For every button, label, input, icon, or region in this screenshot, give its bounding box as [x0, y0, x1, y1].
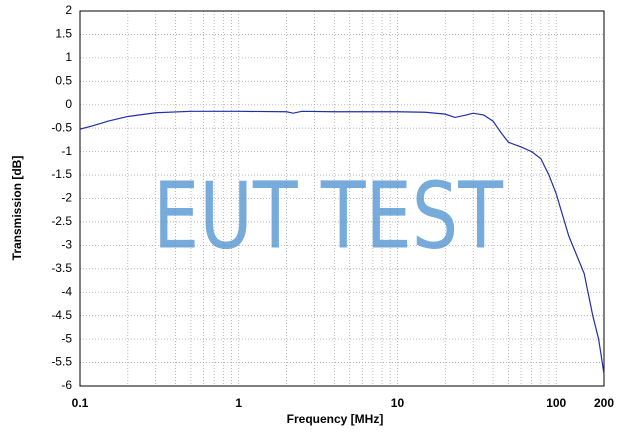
plot-frame — [79, 10, 605, 387]
y-tick-label: -6 — [61, 378, 72, 392]
watermark: EUT TEST — [153, 162, 504, 269]
x-tick-label: 10 — [391, 396, 405, 410]
y-tick-label: -5 — [61, 331, 72, 345]
y-tick-label: 0 — [65, 97, 72, 111]
y-tick-label: 2 — [65, 3, 72, 17]
y-tick-label: 0.5 — [55, 73, 72, 87]
y-tick-label: -0.5 — [51, 120, 72, 134]
line — [79, 110, 605, 375]
y-tick-label: -2.5 — [51, 214, 72, 228]
x-tick-label: 0.1 — [72, 396, 89, 410]
y-tick-label: -2 — [61, 191, 72, 205]
y-tick-label: -4.5 — [51, 308, 72, 322]
y-tick-label: -3 — [61, 238, 72, 252]
y-axis-label: Transmission [dB] — [10, 156, 24, 261]
x-tick-label: 1 — [235, 396, 242, 410]
y-tick-label: -3.5 — [51, 261, 72, 275]
x-tick-label: 200 — [594, 396, 614, 410]
y-tick-label: -4 — [61, 284, 72, 298]
x-axis-label: Frequency [MHz] — [287, 412, 384, 426]
y-tick-label: -1.5 — [51, 167, 72, 181]
y-tick-label: -1 — [61, 144, 72, 158]
y-tick-label: 1 — [65, 50, 72, 64]
y-tick-label: -5.5 — [51, 355, 72, 369]
x-tick-label: 100 — [546, 396, 566, 410]
y-tick-label: 1.5 — [55, 27, 72, 41]
